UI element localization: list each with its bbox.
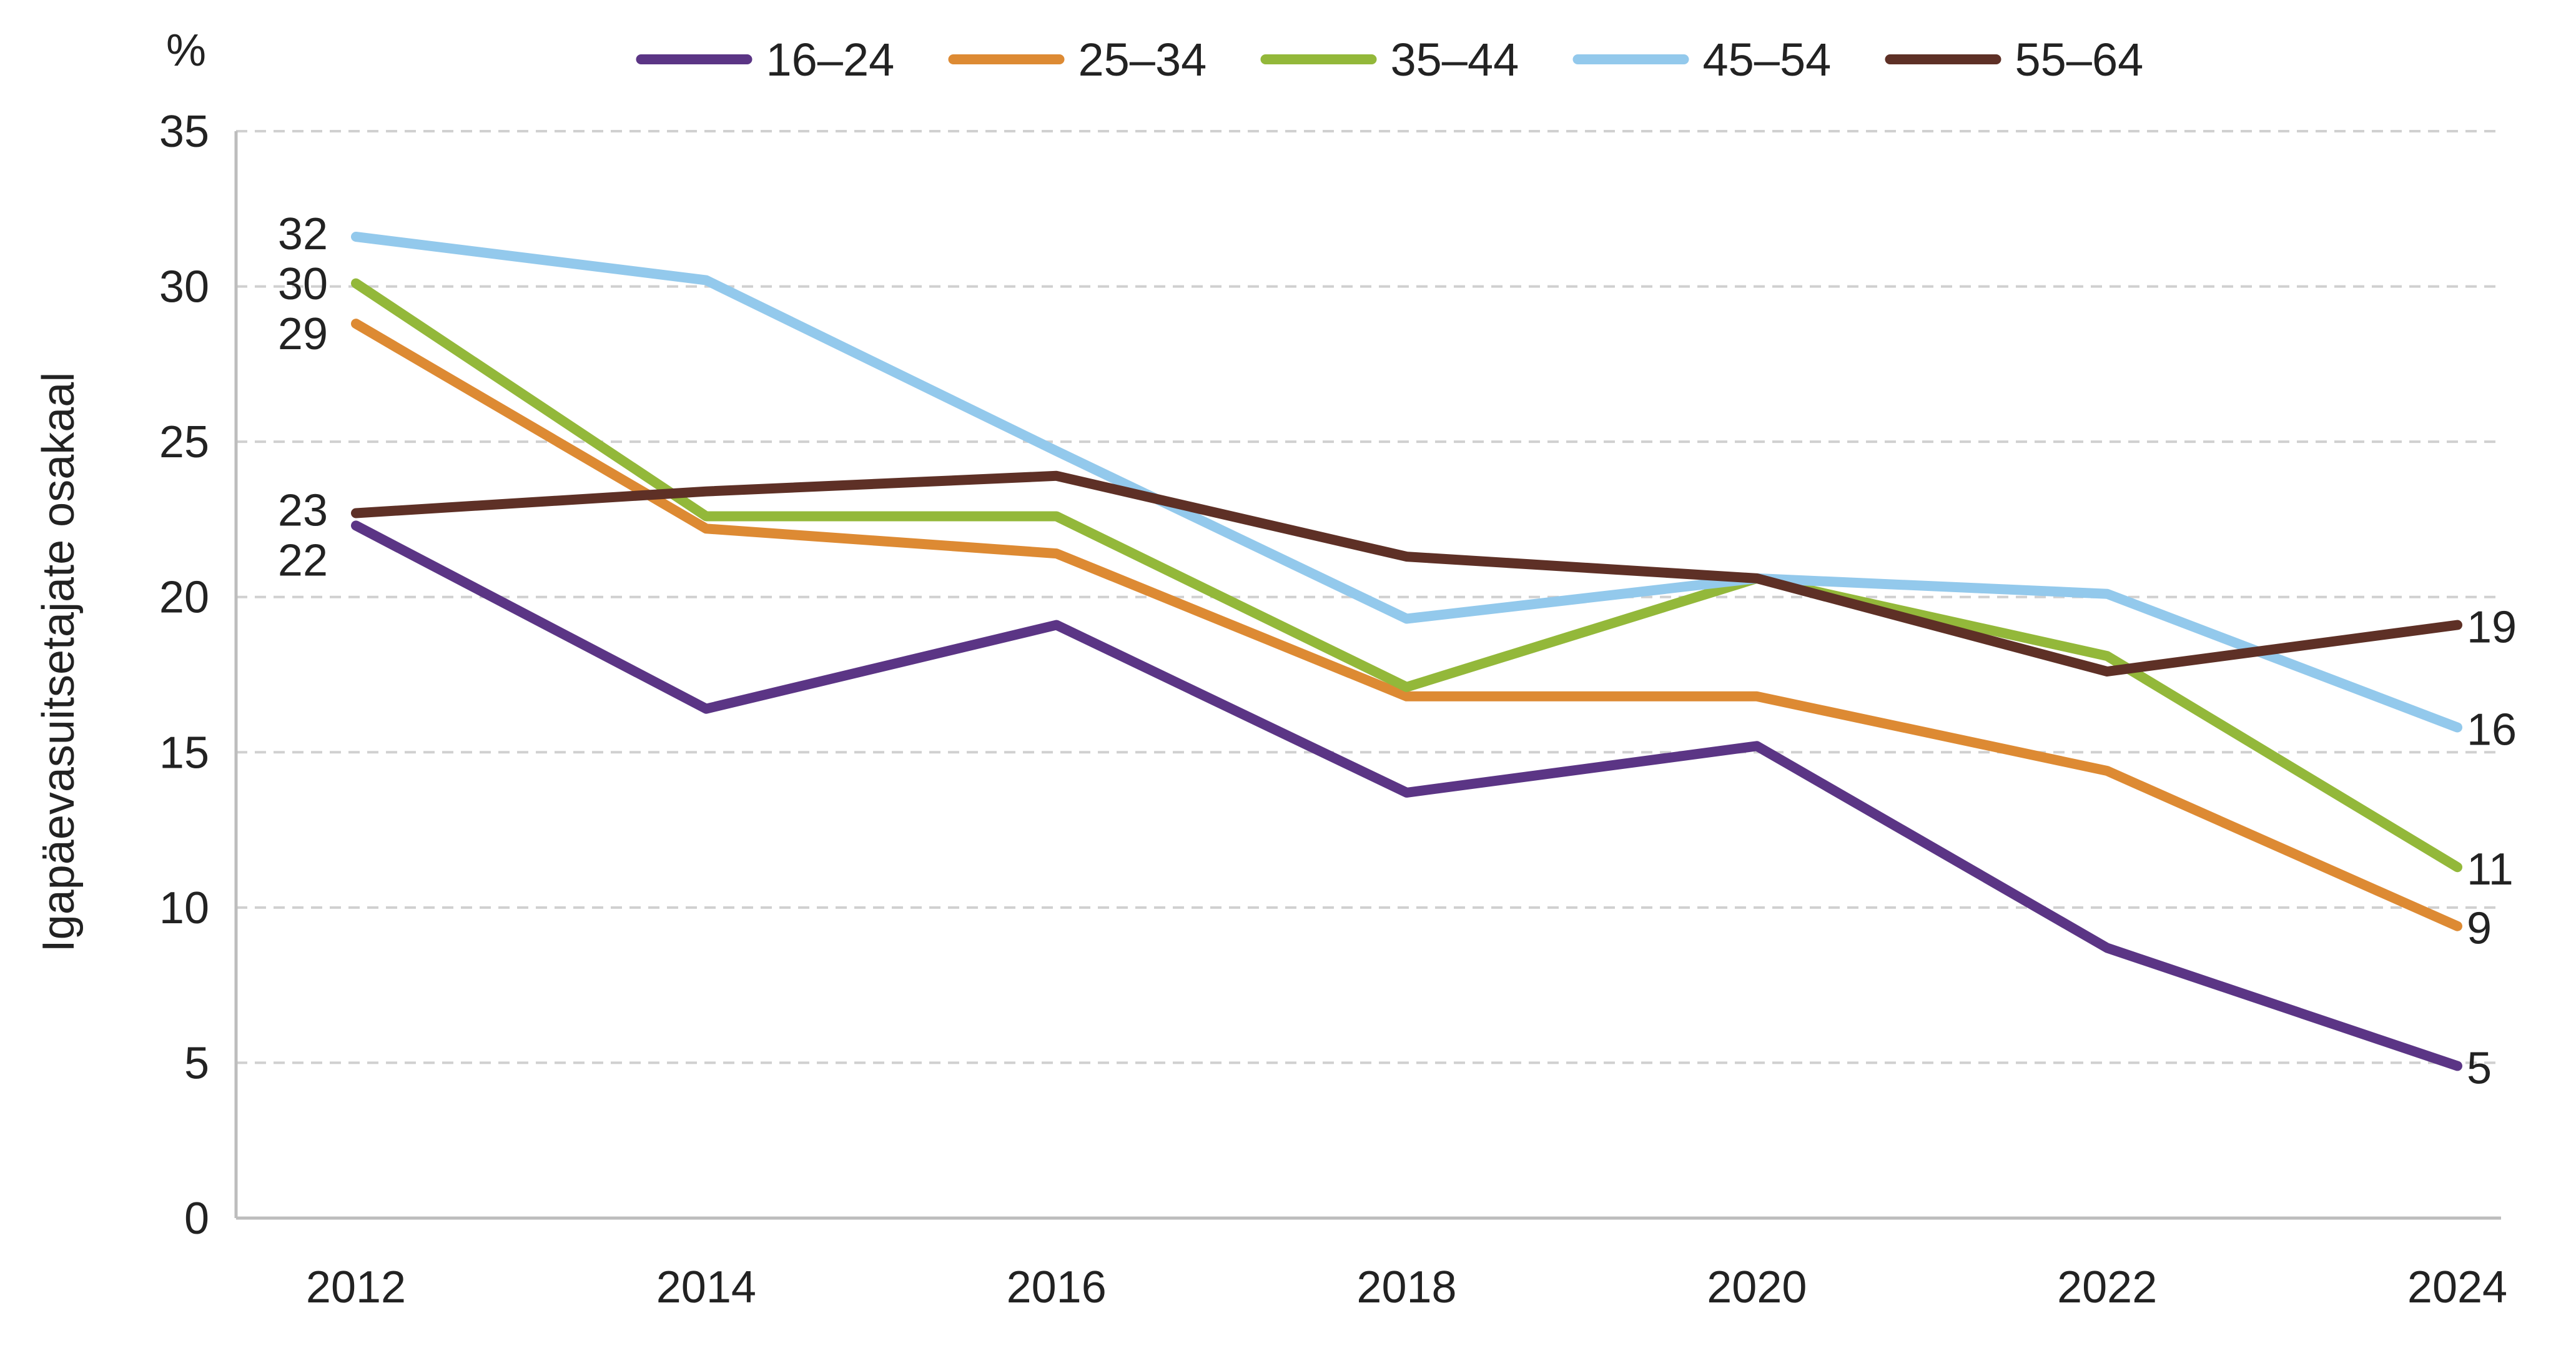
y-tick-label-35: 35 — [159, 107, 209, 157]
end-label-19: 19 — [2467, 602, 2517, 652]
end-label-5: 5 — [2467, 1043, 2492, 1093]
x-tick-label-2022: 2022 — [2057, 1262, 2157, 1312]
legend-label-45-54: 45–54 — [1703, 34, 1832, 86]
y-tick-label-0: 0 — [184, 1194, 209, 1244]
start-label-32: 32 — [278, 209, 328, 259]
start-label-30: 30 — [278, 259, 328, 309]
series-line-45-54 — [351, 232, 2462, 733]
x-tick-label-2016: 2016 — [1007, 1262, 1107, 1312]
series-lines — [351, 232, 2462, 1071]
y-axis-title: Igapäevasuitsetajate osakaal — [34, 372, 84, 953]
start-label-23: 23 — [278, 485, 328, 535]
legend-label-55-64: 55–64 — [2015, 34, 2144, 86]
y-tick-label-30: 30 — [159, 262, 209, 312]
start-label-29: 29 — [278, 309, 328, 359]
end-label-16: 16 — [2467, 705, 2517, 755]
series-line-55-64 — [351, 470, 2462, 676]
series-line-16-24 — [351, 520, 2462, 1071]
series-line-25-34 — [351, 319, 2462, 931]
end-label-9: 9 — [2467, 904, 2492, 954]
series-line-35-44 — [351, 278, 2462, 873]
y-tick-label-15: 15 — [159, 728, 209, 778]
x-tick-label-2012: 2012 — [306, 1262, 406, 1312]
y-axis-ticks: 0 5 10 15 20 25 30 35 — [159, 107, 209, 1244]
y-tick-label-25: 25 — [159, 417, 209, 467]
legend: 16–24 25–34 35–44 45–54 55–64 — [636, 34, 2144, 86]
y-axis-unit: % — [166, 26, 206, 76]
y-tick-label-5: 5 — [184, 1038, 209, 1088]
x-tick-label-2020: 2020 — [1707, 1262, 1807, 1312]
x-tick-label-2018: 2018 — [1356, 1262, 1456, 1312]
axes — [234, 131, 2501, 1220]
legend-label-25-34: 25–34 — [1078, 34, 1207, 86]
x-tick-label-2024: 2024 — [2407, 1262, 2507, 1312]
start-label-22: 22 — [278, 535, 328, 585]
x-tick-label-2014: 2014 — [656, 1262, 756, 1312]
end-label-11: 11 — [2467, 845, 2514, 895]
legend-label-16-24: 16–24 — [766, 34, 895, 86]
x-axis-ticks: 2012 2014 2016 2018 2020 2022 2024 — [306, 1262, 2507, 1312]
y-tick-label-10: 10 — [159, 883, 209, 933]
y-tick-label-20: 20 — [159, 573, 209, 623]
legend-label-35-44: 35–44 — [1391, 34, 1519, 86]
